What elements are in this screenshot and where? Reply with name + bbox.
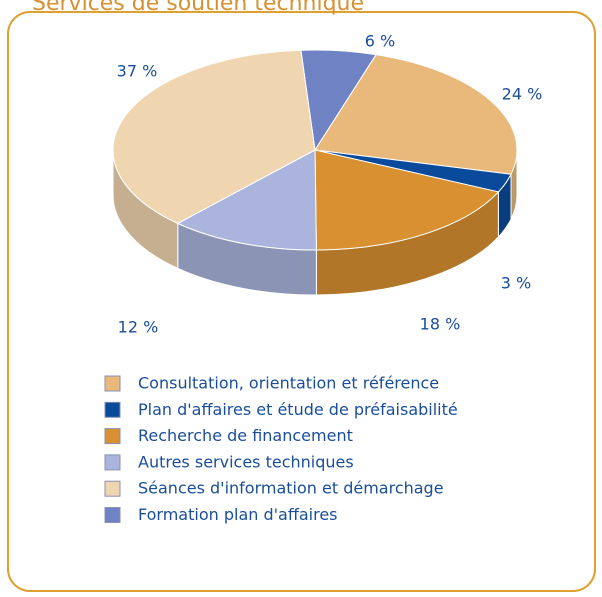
slice [112, 49, 316, 224]
legend-label: Autres services techniques [138, 452, 354, 471]
slice [314, 149, 500, 251]
legend-label: Séances d'information et démarchage [138, 479, 444, 498]
legend-swatch [104, 428, 121, 445]
value-label: 37 % [117, 62, 158, 81]
legend-label: Plan d'affaires et étude de préfaisabili… [138, 400, 458, 419]
value-label: 12 % [118, 318, 159, 337]
value-label: 6 % [365, 32, 395, 51]
slice [314, 54, 518, 175]
chart-title: Services de soutien technique [32, 0, 364, 16]
legend-label: Formation plan d'affaires [138, 505, 338, 524]
legend-label: Consultation, orientation et référence [138, 374, 439, 393]
value-label: 18 % [420, 315, 461, 334]
legend-swatch [104, 507, 121, 523]
slice [176, 149, 317, 251]
legend-swatch [104, 401, 121, 418]
legend-label: Recherche de financement [138, 426, 353, 445]
value-label: 3 % [501, 274, 531, 293]
legend-swatch [104, 454, 121, 471]
legend-swatch [104, 375, 121, 392]
legend-swatch [104, 480, 121, 497]
value-label: 24 % [502, 85, 543, 104]
